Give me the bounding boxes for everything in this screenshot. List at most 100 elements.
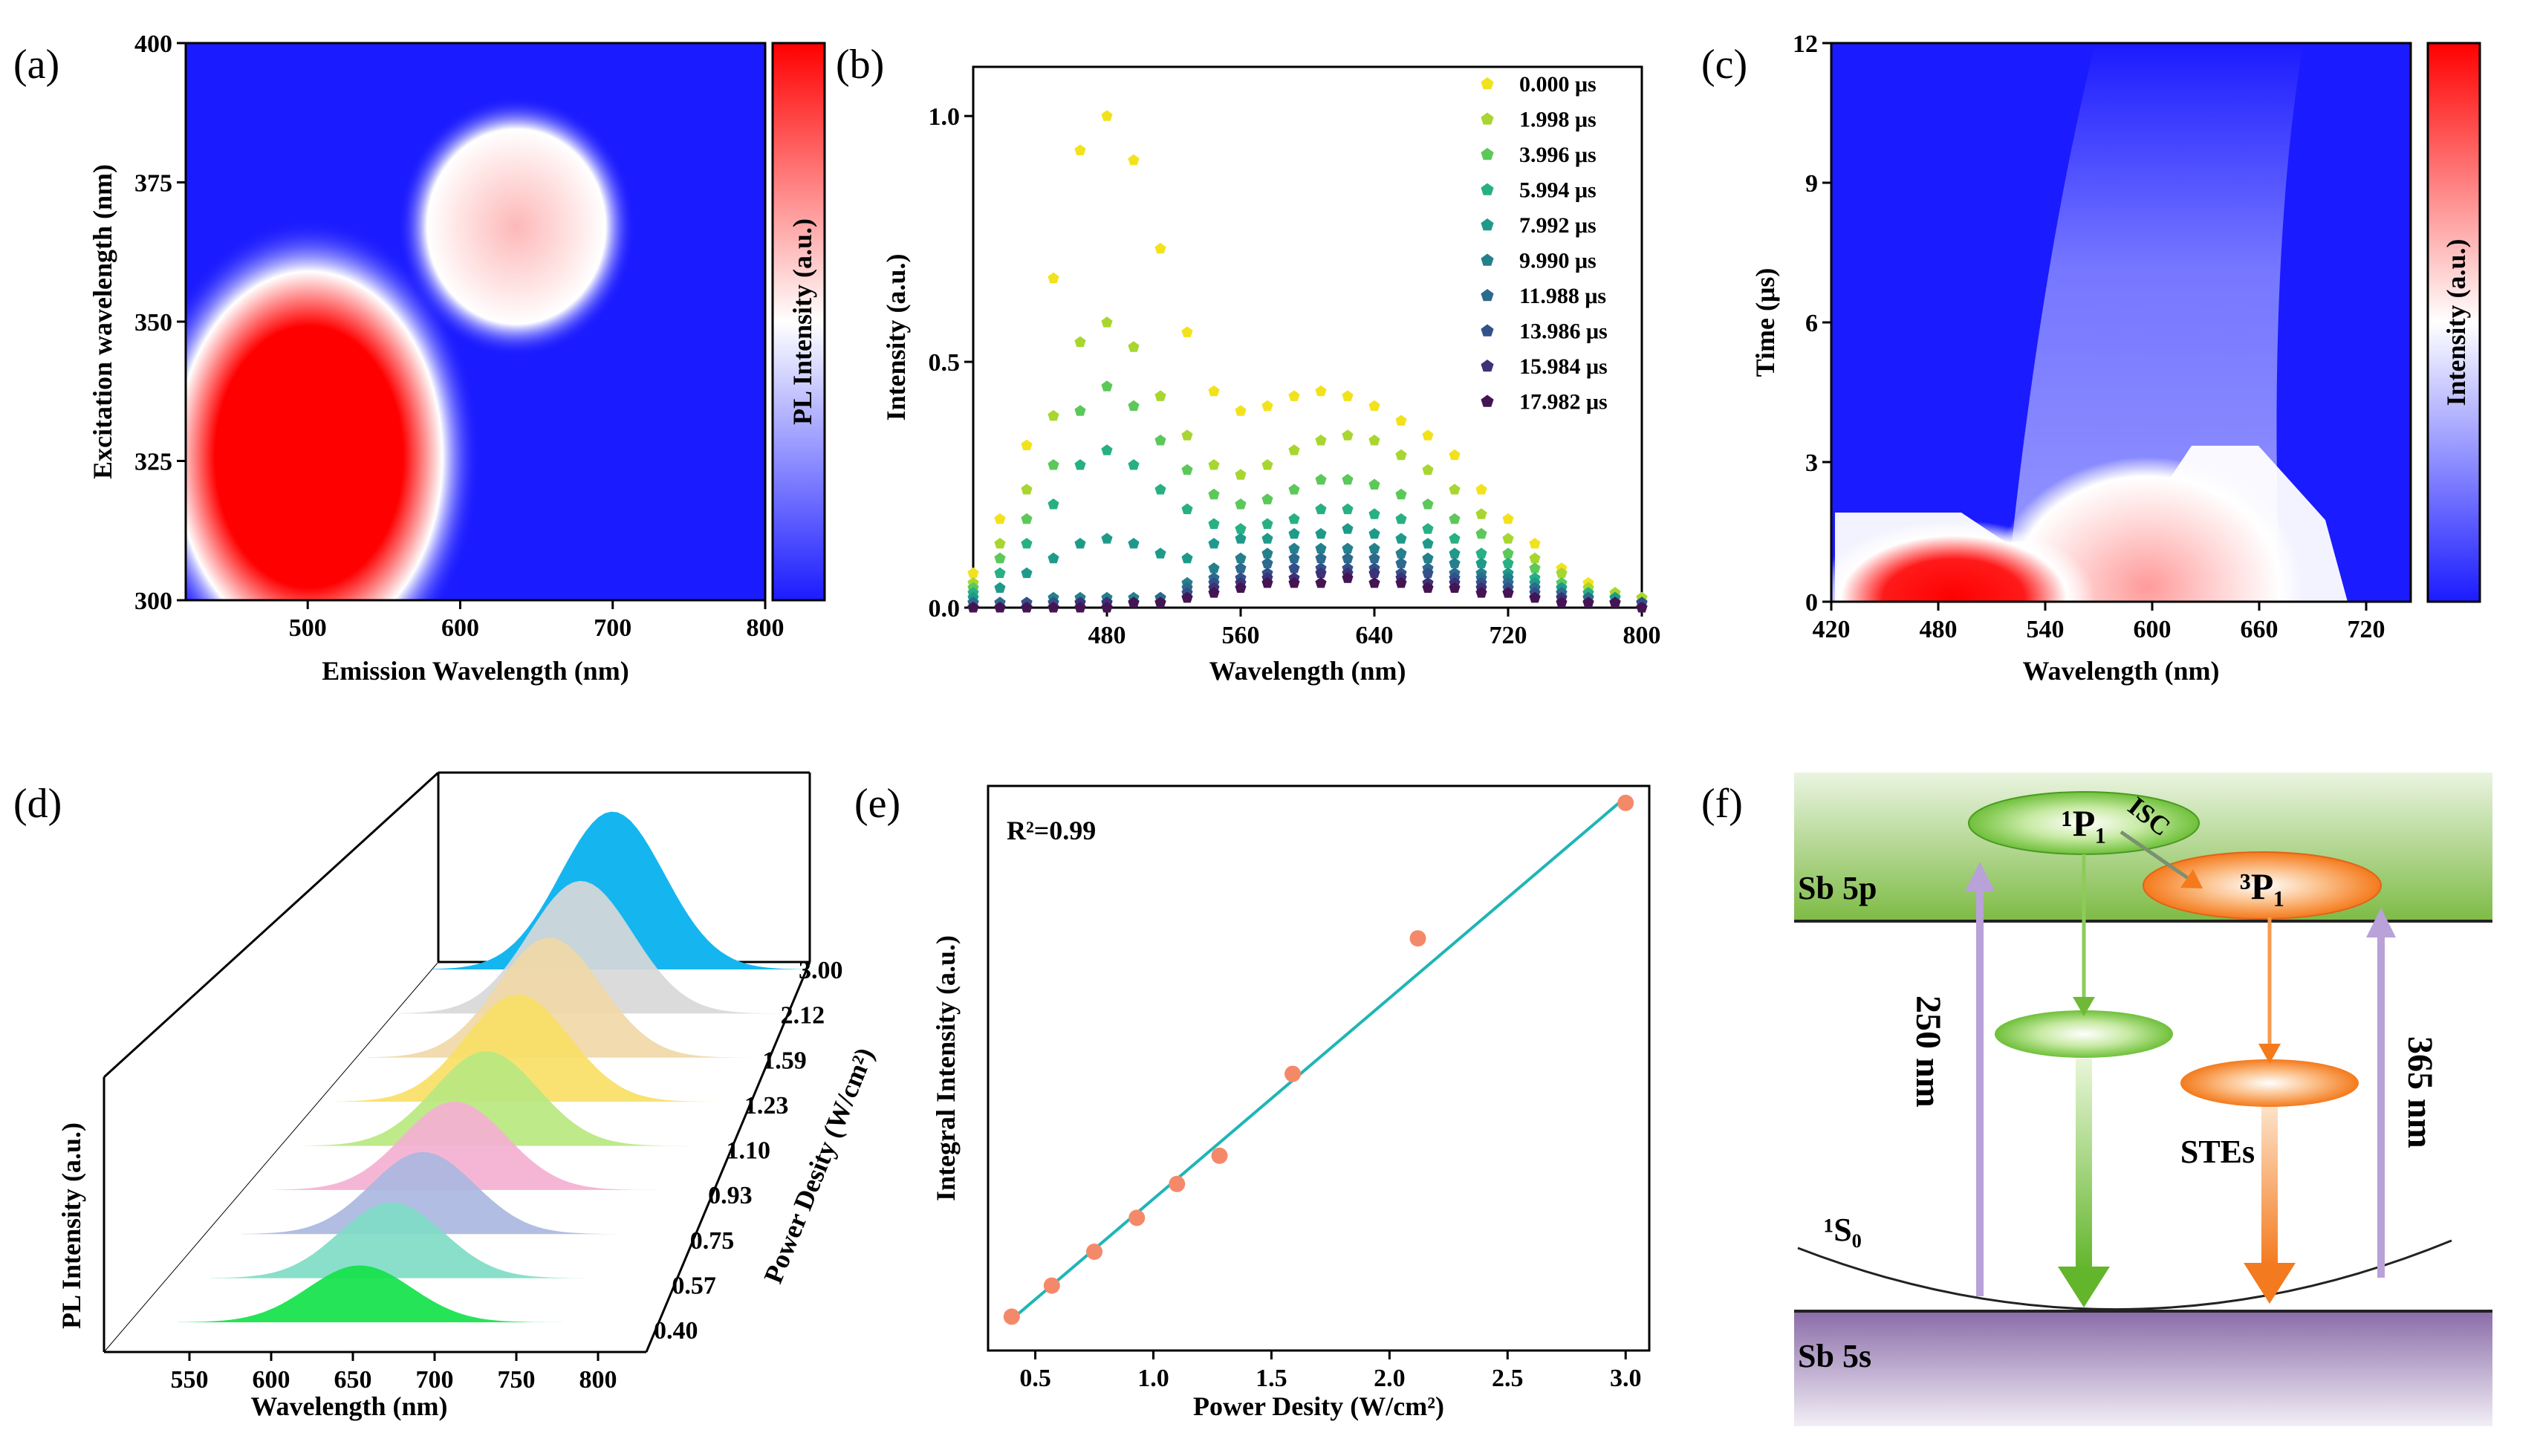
- x-tick-label-a-2: 700: [594, 614, 631, 642]
- x-tick-label-d-4: 750: [498, 1366, 536, 1394]
- point-b-s3-9: [1208, 518, 1220, 529]
- point-b-s3-12: [1288, 513, 1300, 524]
- point-b-s5-11: [1261, 547, 1273, 559]
- point-b-s2-1: [994, 552, 1006, 564]
- point-b-s1-3: [1047, 409, 1059, 421]
- legend-marker-b-6: [1481, 289, 1494, 302]
- point-b-s0-20: [1502, 513, 1514, 524]
- point-b-s1-5: [1101, 316, 1113, 328]
- emission-orange-head: [2244, 1263, 2296, 1304]
- colorbar-label-a: PL Intensity (a.u.): [787, 218, 817, 425]
- emission-green-shaft: [2076, 1059, 2092, 1270]
- point-b-s0-2: [1021, 439, 1033, 451]
- point-b-s6-16: [1395, 557, 1407, 568]
- point-b-s0-16: [1395, 415, 1407, 426]
- point-b-s6-14: [1342, 552, 1354, 564]
- point-b-s9-20: [1502, 587, 1514, 598]
- ylabel-c: Time (μs): [1750, 268, 1780, 377]
- legend-label-b-2: 3.996 μs: [1519, 143, 1597, 167]
- point-b-s6-12: [1288, 552, 1300, 564]
- point-b-s5-12: [1288, 542, 1300, 554]
- point-b-s0-9: [1208, 385, 1220, 397]
- colorbar-label-c: Intensity (a.u.): [2441, 238, 2471, 406]
- point-b-s2-4: [1074, 405, 1086, 416]
- point-b-s9-16: [1395, 576, 1407, 588]
- point-b-s1-14: [1342, 429, 1354, 441]
- arrow-365-head: [2366, 908, 2396, 937]
- x-tick-label-b-3: 720: [1490, 622, 1527, 649]
- point-b-s2-8: [1181, 464, 1193, 475]
- point-e-4: [1169, 1175, 1186, 1192]
- waterfall-curves-d: [178, 811, 817, 1322]
- point-b-s5-9: [1208, 562, 1220, 573]
- colorbar-c: [2426, 42, 2481, 603]
- point-b-s3-4: [1074, 459, 1086, 470]
- panel-label-b: (b): [836, 42, 884, 88]
- point-b-s2-19: [1475, 527, 1487, 539]
- legend-label-b-6: 11.988 μs: [1519, 284, 1606, 308]
- point-b-s3-19: [1475, 547, 1487, 559]
- x-tick-label-e-2: 1.5: [1256, 1365, 1287, 1392]
- x-tick-label-d-2: 650: [334, 1366, 372, 1394]
- energy-diagram-f: Sb 5p Sb 5s ¹P₁ ³P₁ ISC 250 nm 365 nm ST…: [1794, 773, 2492, 1426]
- point-b-s9-21: [1529, 591, 1541, 603]
- point-e-3: [1128, 1209, 1146, 1226]
- ylabel-b: Intensity (a.u.): [881, 253, 911, 420]
- x-tick-label-a-0: 500: [289, 614, 327, 642]
- point-b-s2-5: [1101, 380, 1113, 391]
- x-tick-label-b-4: 800: [1623, 622, 1661, 649]
- legend-label-b-4: 7.992 μs: [1519, 213, 1597, 238]
- point-b-s0-13: [1315, 385, 1327, 397]
- sb5s-band: [1794, 1311, 2492, 1426]
- x-tick-label-e-3: 2.0: [1374, 1365, 1406, 1392]
- x-tick-label-e-5: 3.0: [1610, 1365, 1642, 1392]
- label-250nm: 250 nm: [1909, 995, 1948, 1108]
- point-b-s2-21: [1529, 562, 1541, 573]
- waterfall-curve-d-7: [399, 880, 786, 1014]
- point-b-s9-2: [1021, 602, 1033, 613]
- point-b-s5-10: [1235, 552, 1247, 564]
- point-b-s1-7: [1154, 390, 1166, 401]
- point-e-1: [1043, 1277, 1060, 1294]
- y-tick-label-c-3: 9: [1805, 170, 1818, 198]
- point-b-s1-17: [1422, 464, 1434, 475]
- ste-green: [1995, 1010, 2173, 1058]
- xlabel-e: Power Desity (W/cm²): [1193, 1391, 1444, 1421]
- point-e-5: [1211, 1147, 1228, 1164]
- point-b-s9-9: [1208, 587, 1220, 598]
- legend-marker-b-3: [1481, 183, 1494, 195]
- point-b-s9-22: [1556, 597, 1568, 608]
- panel-label-e: (e): [854, 781, 900, 827]
- z-tick-label-d-3: 0.93: [708, 1182, 753, 1209]
- point-b-s2-2: [1021, 513, 1033, 524]
- point-b-s0-4: [1074, 144, 1086, 155]
- panel-label-c: (c): [1701, 42, 1747, 88]
- fit-line-e: [1010, 796, 1627, 1321]
- point-b-s1-9: [1208, 459, 1220, 470]
- waterfall-curve-d-0: [178, 1265, 565, 1322]
- point-b-s2-6: [1128, 400, 1140, 412]
- ylabel-a: Excitation wavelength (nm): [88, 164, 117, 479]
- point-b-s2-11: [1261, 493, 1273, 504]
- point-b-s1-18: [1449, 484, 1461, 495]
- point-b-s3-10: [1235, 523, 1247, 534]
- x-tick-label-d-5: 800: [579, 1366, 617, 1394]
- point-b-s1-2: [1021, 484, 1033, 495]
- point-b-s2-13: [1315, 473, 1327, 485]
- point-b-s5-13: [1315, 542, 1327, 554]
- point-b-s4-13: [1315, 527, 1327, 539]
- point-b-s0-1: [994, 513, 1006, 524]
- point-b-s9-15: [1368, 576, 1380, 588]
- point-b-s4-1: [994, 582, 1006, 593]
- zlabel-d: Power Desity (W/cm²): [758, 1044, 880, 1287]
- x-tick-label-e-4: 2.5: [1492, 1365, 1524, 1392]
- waterfall-diagonal-d: [103, 961, 439, 1353]
- label-1p1: ¹P₁: [2062, 802, 2107, 844]
- legend-label-b-8: 15.984 μs: [1519, 354, 1608, 379]
- x-tick-label-c-0: 420: [1813, 616, 1851, 643]
- panel-label-a: (a): [13, 42, 59, 88]
- point-b-s3-14: [1342, 503, 1354, 515]
- point-b-s1-12: [1288, 444, 1300, 455]
- point-b-s2-12: [1288, 484, 1300, 495]
- z-tick-label-d-5: 1.23: [744, 1092, 789, 1119]
